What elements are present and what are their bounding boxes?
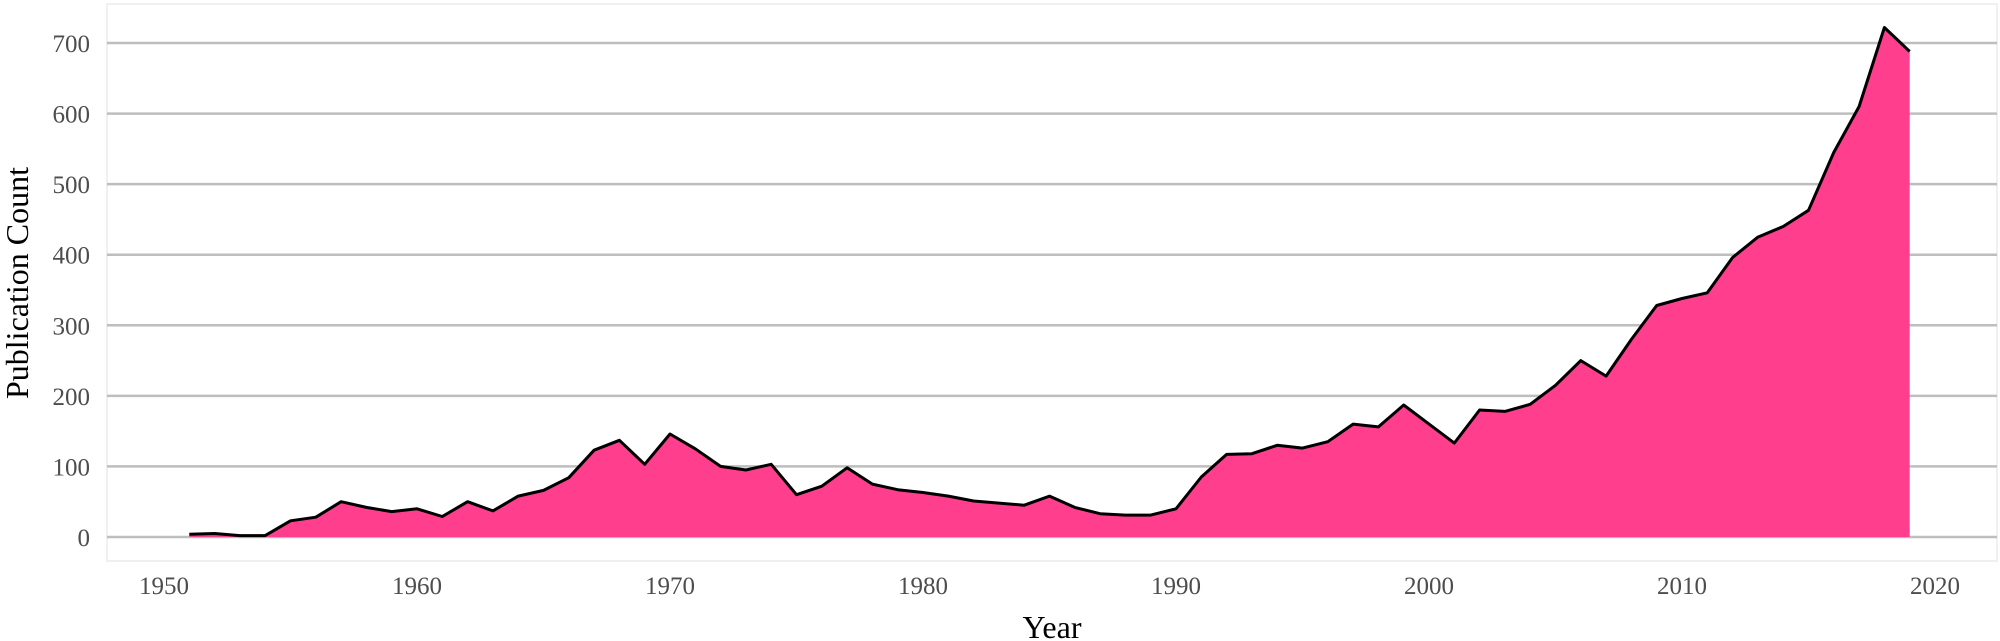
y-tick-label: 300 bbox=[53, 313, 91, 340]
y-axis-title: Publication Count bbox=[0, 167, 35, 399]
x-axis-tick-labels: 1950 1960 1970 1980 1990 2000 2010 2020 bbox=[139, 573, 1960, 600]
y-tick-label: 0 bbox=[78, 525, 91, 552]
x-tick-label: 1990 bbox=[1151, 573, 1201, 600]
x-tick-label: 2000 bbox=[1404, 573, 1454, 600]
x-tick-label: 2010 bbox=[1657, 573, 1707, 600]
y-tick-label: 100 bbox=[53, 454, 91, 481]
x-tick-label: 1980 bbox=[898, 573, 948, 600]
x-tick-label: 1950 bbox=[139, 573, 189, 600]
x-tick-label: 1960 bbox=[392, 573, 442, 600]
x-tick-label: 2020 bbox=[1910, 573, 1960, 600]
y-tick-label: 600 bbox=[53, 102, 91, 129]
area-fill bbox=[189, 27, 1910, 537]
y-tick-label: 700 bbox=[53, 31, 91, 58]
data-line bbox=[189, 26, 1911, 538]
y-tick-label: 400 bbox=[53, 243, 91, 270]
y-axis-tick-labels: 0 100 200 300 400 500 600 700 bbox=[53, 31, 91, 552]
y-tick-label: 200 bbox=[53, 384, 91, 411]
y-tick-label: 500 bbox=[53, 172, 91, 199]
x-tick-label: 1970 bbox=[645, 573, 695, 600]
x-axis-title: Year bbox=[1023, 609, 1082, 641]
